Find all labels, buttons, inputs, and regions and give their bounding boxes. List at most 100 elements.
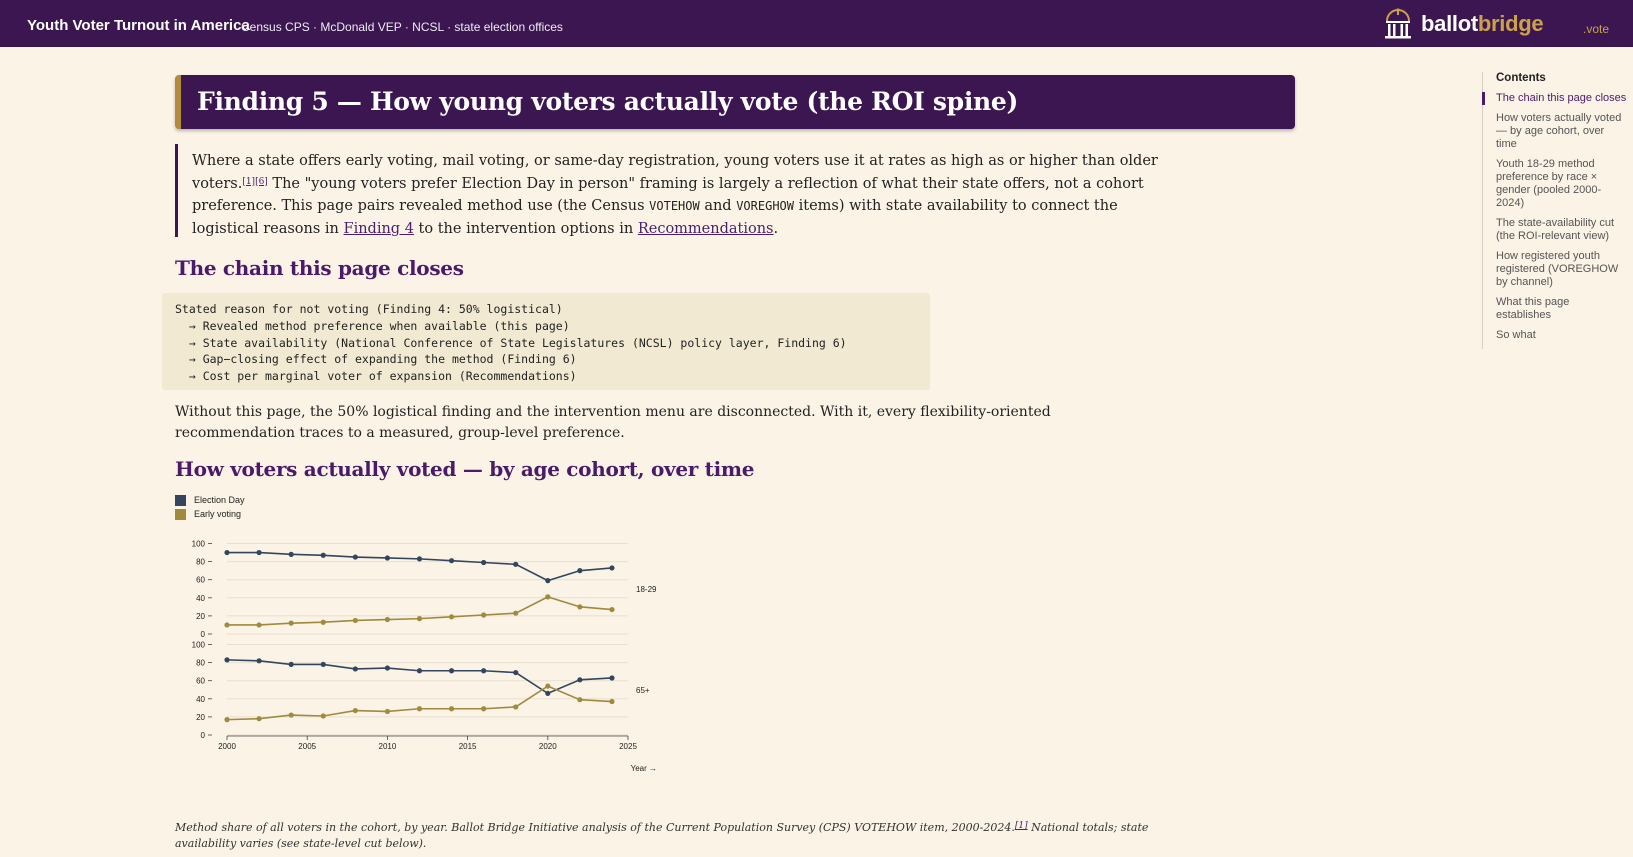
data-point (384, 616, 390, 623)
legend-item-early-voting: Early voting (175, 507, 245, 521)
data-point (320, 661, 326, 668)
data-point (545, 683, 551, 689)
y-tick-label: 80 (196, 659, 205, 668)
data-point (416, 706, 423, 712)
data-point (288, 712, 294, 718)
code-voreghow: VOREGHOW (736, 199, 794, 213)
method-share-chart: ↑ Share of voters in cohort using method… (192, 540, 657, 774)
data-point (609, 565, 615, 571)
data-point (481, 612, 487, 618)
x-tick-label: 2020 (539, 742, 557, 751)
data-point (320, 713, 326, 719)
caption-text-2: National totals; state availability vari… (175, 821, 1149, 850)
data-point (513, 704, 519, 710)
table-of-contents: Contents The chain this page closes How … (1482, 72, 1627, 349)
legend-swatch (175, 508, 186, 520)
toc-item-so-what[interactable]: So what (1496, 329, 1536, 341)
data-point (545, 690, 551, 696)
code-line: Stated reason for not voting (Finding 4:… (175, 302, 563, 316)
data-point (481, 706, 487, 712)
toc-item-chain[interactable]: The chain this page closes (1482, 92, 1627, 105)
footnote-link-1[interactable]: [1] (242, 176, 256, 187)
code-votehow: VOTEHOW (649, 199, 700, 213)
y-tick-label: 0 (201, 630, 206, 639)
data-point (224, 657, 230, 663)
recommendations-link[interactable]: Recommendations (637, 220, 774, 237)
facet-label: 18-29 (636, 585, 657, 594)
footnote-link-6[interactable]: [6] (255, 176, 268, 187)
y-tick-label: 20 (196, 612, 205, 621)
data-point (320, 552, 326, 558)
toc-item-registration[interactable]: How registered youth registered (VOREGHO… (1496, 250, 1619, 288)
caption-text-1: Method share of all voters in the cohort… (175, 821, 1015, 834)
y-tick-label: 0 (201, 731, 206, 740)
intro-text-5: to the intervention options in (413, 220, 638, 237)
data-point (481, 668, 487, 674)
intro-text-2: The "young voters prefer Election Day in… (192, 175, 1144, 215)
data-point (224, 717, 230, 723)
page-title: Finding 5 — How young voters actually vo… (197, 87, 1019, 116)
data-point (352, 554, 358, 560)
intro-text-4: items) with state availability to connec… (192, 198, 1118, 237)
site-title[interactable]: Youth Voter Turnout in America (27, 17, 250, 34)
brand-word-ballot: ballot (1421, 11, 1478, 36)
data-point (352, 617, 358, 624)
data-point (320, 619, 326, 625)
toc-item-state-availability[interactable]: The state-availability cut (the ROI-rele… (1496, 217, 1614, 242)
intro-text-3: and (699, 198, 737, 214)
chain-code-block: Stated reason for not voting (Finding 4:… (162, 293, 930, 390)
y-tick-label: 20 (196, 713, 205, 722)
y-tick-label: 40 (196, 594, 205, 603)
intro-paragraph: Where a state offers early voting, mail … (192, 150, 1167, 240)
toc-item-voted[interactable]: How voters actually voted — by age cohor… (1496, 112, 1622, 150)
toc-item-establishes[interactable]: What this page establishes (1496, 296, 1570, 321)
data-point (577, 697, 583, 703)
y-tick-label: 80 (196, 558, 205, 567)
chart-caption: Method share of all voters in the cohort… (175, 820, 1160, 852)
code-line: → Cost per marginal voter of expansion (… (175, 369, 577, 384)
x-tick-label: 2010 (379, 742, 397, 751)
x-tick-label: 2025 (619, 742, 637, 751)
data-point (481, 559, 487, 566)
data-sources: Census CPS · McDonald VEP · NCSL · state… (241, 20, 563, 34)
facet-label: 65+ (636, 686, 650, 695)
legend-item-election-day: Election Day (175, 493, 245, 507)
section-heading-voted: How voters actually voted — by age cohor… (175, 457, 755, 481)
caption-footnote-link[interactable]: [1] (1014, 821, 1028, 831)
data-point (416, 556, 423, 562)
finding-title-banner: Finding 5 — How young voters actually vo… (175, 75, 1295, 129)
chain-explanation: Without this page, the 50% logistical fi… (175, 404, 1051, 441)
data-point (609, 698, 615, 705)
data-point (448, 668, 455, 674)
legend-swatch (175, 494, 186, 506)
ballot-box-icon (1385, 8, 1411, 39)
finding-4-link[interactable]: Finding 4 (343, 220, 414, 237)
data-point (513, 561, 519, 567)
data-point (288, 551, 294, 557)
toc-item-race-gender[interactable]: Youth 18-29 method preference by race × … (1496, 158, 1602, 209)
x-tick-label: 2015 (459, 742, 477, 751)
data-point (577, 604, 583, 610)
data-point (352, 707, 358, 714)
intro-text-6: . (773, 220, 779, 237)
data-point (416, 668, 423, 674)
legend-label: Election Day (194, 495, 245, 505)
data-point (224, 549, 230, 556)
data-point (448, 706, 455, 712)
y-tick-label: 100 (192, 641, 206, 650)
data-point (448, 558, 455, 564)
data-point (416, 616, 423, 622)
data-point (256, 549, 262, 556)
code-line: → Gap−closing effect of expanding the me… (175, 352, 577, 367)
brand-logo[interactable]: ballot bridge (1381, 8, 1544, 40)
data-point (224, 622, 230, 628)
intro-callout: Where a state offers early voting, mail … (175, 144, 1160, 237)
y-tick-label: 40 (196, 695, 205, 704)
data-point (352, 666, 358, 672)
data-point (288, 620, 294, 626)
section-heading-chain: The chain this page closes (175, 256, 464, 280)
data-point (448, 614, 455, 620)
data-point (545, 578, 551, 584)
data-point (288, 661, 294, 668)
y-tick-label: 100 (192, 540, 206, 549)
